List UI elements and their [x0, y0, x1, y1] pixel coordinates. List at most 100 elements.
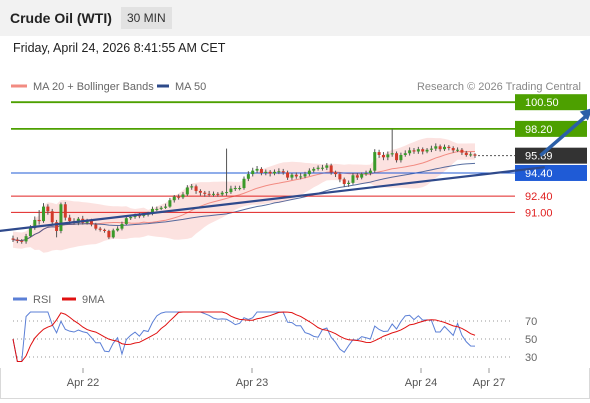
rsi-axis-label: 70: [525, 316, 537, 328]
candle-body: [207, 193, 211, 195]
candle-body: [381, 154, 385, 158]
candle-body: [451, 148, 455, 151]
level-tag: [515, 94, 587, 111]
level-label: 94.40: [525, 168, 553, 180]
candle-body: [137, 215, 141, 217]
candle-body: [172, 196, 176, 201]
candle-body: [15, 239, 19, 241]
candle-body: [159, 207, 163, 209]
candle-body: [281, 171, 285, 173]
candle-body: [116, 228, 120, 231]
candle-body: [164, 206, 168, 208]
candle-body: [129, 217, 133, 219]
candle-body: [316, 167, 320, 169]
level-label: 92.40: [525, 191, 553, 203]
candle-body: [377, 152, 381, 155]
candle-body: [386, 154, 390, 158]
candle-body: [438, 146, 442, 150]
trendline: [0, 166, 545, 232]
time-axis: Apr 22 Apr 23 Apr 24 Apr 27: [67, 368, 505, 389]
candle-body: [264, 171, 268, 173]
candle-body: [473, 154, 477, 156]
candle-body: [238, 188, 242, 190]
candle-body: [416, 149, 420, 152]
candle-body: [456, 149, 460, 151]
last-price-label: 95.89: [525, 151, 553, 163]
candle-body: [255, 168, 259, 171]
candle-body: [120, 224, 124, 229]
candle-body: [364, 172, 368, 175]
x-tick-label: Apr 23: [236, 377, 268, 389]
candle-body: [98, 228, 102, 230]
candle-body: [185, 187, 189, 195]
candle-body: [220, 192, 224, 195]
candle-body: [229, 188, 233, 193]
rsi-legend-label: RSI: [33, 294, 51, 306]
candle-body: [24, 236, 28, 242]
candle-body: [312, 168, 316, 171]
candle-body: [464, 152, 468, 155]
candle-body: [351, 175, 355, 183]
candle-body: [28, 228, 32, 237]
candle-body: [290, 174, 294, 178]
candle-body: [37, 219, 41, 222]
x-tick-label: Apr 27: [473, 377, 505, 389]
candle-body: [63, 204, 67, 218]
candle-body: [334, 172, 338, 175]
candle-body: [55, 222, 59, 231]
candle-body: [403, 153, 407, 155]
last-price-tag: [515, 147, 587, 164]
candle-body: [11, 238, 15, 240]
candle-body: [447, 146, 451, 149]
candle-body: [181, 194, 185, 198]
candle-body: [46, 206, 50, 212]
candle-body: [360, 174, 364, 178]
forecast-arrow-shaft: [539, 111, 590, 157]
ma50-legend-label: MA 50: [175, 81, 206, 93]
interval-selector[interactable]: 30 MIN: [121, 7, 172, 29]
candle-body: [273, 171, 277, 174]
credit-text: Research © 2026 Trading Central: [417, 81, 581, 93]
candle-body: [203, 192, 207, 194]
candle-body: [368, 170, 372, 173]
candle-body: [59, 204, 63, 231]
price-chart: MA 20 + Bollinger Bands MA 50 Research ©…: [0, 81, 590, 253]
candle-body: [142, 214, 146, 216]
candle-body: [33, 219, 37, 229]
candle-body: [408, 150, 412, 154]
candle-body: [233, 188, 237, 190]
candle-body: [103, 229, 107, 231]
rsi-panel: RSI 9MA 30 50 70: [0, 286, 590, 368]
candle-body: [303, 174, 307, 177]
rsi-ma-legend-label: 9MA: [82, 294, 105, 306]
candle-body: [251, 170, 255, 175]
candle-body: [216, 193, 220, 195]
candle-body: [460, 149, 464, 153]
candle-body: [442, 146, 446, 150]
candle-body: [373, 152, 377, 171]
candle-body: [412, 150, 416, 152]
candle-body: [342, 179, 346, 184]
candle-body: [320, 167, 324, 169]
x-tick-label: Apr 24: [405, 377, 437, 389]
candle-body: [124, 218, 128, 224]
bollinger-band: [13, 137, 475, 253]
candle-body: [355, 175, 359, 178]
rsi-line: [12, 311, 476, 362]
rsi-axis-label: 50: [525, 334, 537, 346]
candle-body: [421, 149, 425, 152]
candle-body: [225, 192, 229, 194]
candle-body: [50, 211, 54, 223]
candle-body: [211, 193, 215, 195]
candle-body: [429, 148, 433, 150]
level-label: 100.50: [525, 97, 559, 109]
candle-body: [307, 170, 311, 175]
level-label: 98.20: [525, 124, 553, 136]
candle-body: [259, 168, 263, 173]
candle-body: [20, 240, 24, 242]
timestamp: Friday, April 24, 2026 8:41:55 AM CET: [13, 41, 226, 55]
candle-body: [268, 171, 272, 174]
candle-body: [395, 153, 399, 161]
candle-body: [155, 208, 159, 210]
candle-body: [329, 165, 333, 173]
